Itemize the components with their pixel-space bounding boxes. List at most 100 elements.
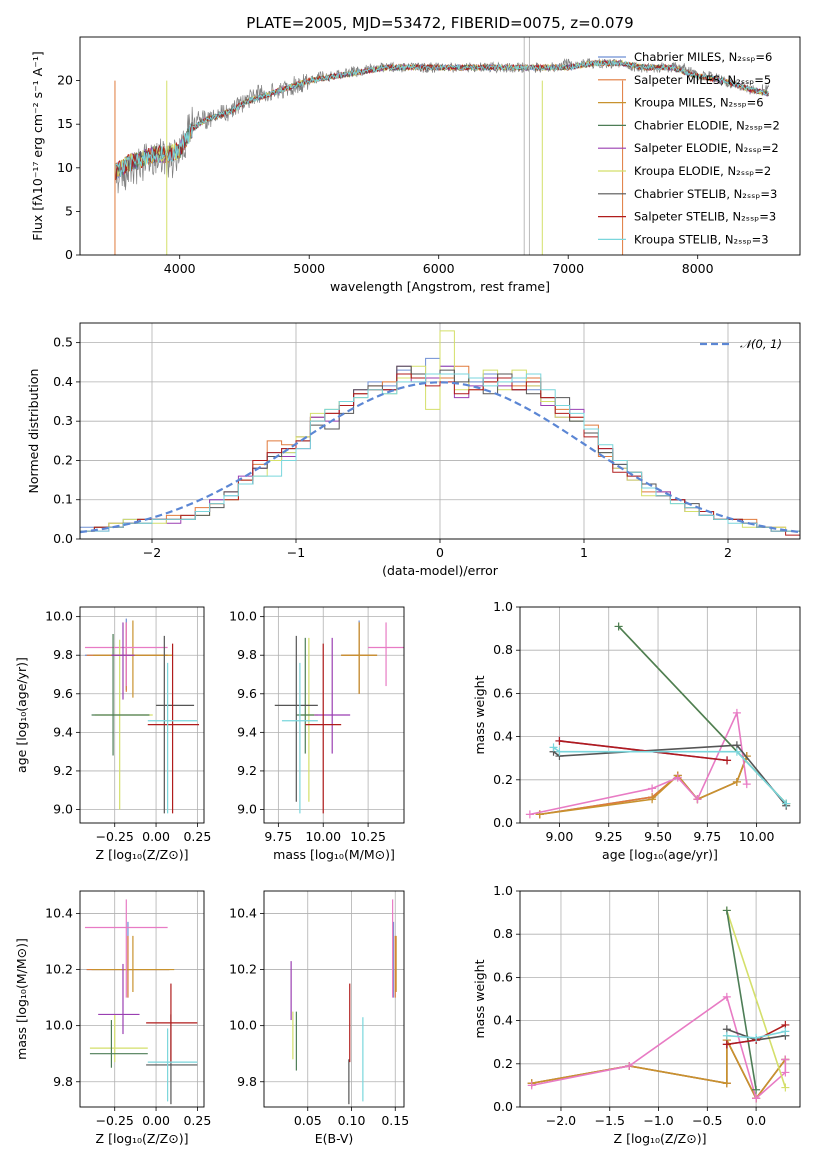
weight-line	[726, 910, 787, 1088]
weight-panel: −2.0 −1.5 −1.0 −0.5 0.0 0.0 0.2 0.4 0.6 0.8 1.0 Z […	[472, 883, 801, 1146]
weight-marker	[525, 810, 534, 819]
y-tick-label: 10.0	[229, 1018, 257, 1033]
errorbar	[86, 622, 168, 692]
x-tick-label: 10.00	[305, 829, 341, 844]
weight-marker	[614, 622, 623, 631]
errorbar	[274, 635, 318, 802]
y-tick-label: 0.0	[493, 815, 513, 830]
y-tick-label: 10.0	[45, 609, 73, 624]
legend-label: Kroupa ELODIE, N₂ₛₛₚ=2	[634, 164, 771, 178]
errorbar	[341, 622, 378, 694]
gaussian-curve	[80, 381, 800, 534]
errorbar	[305, 643, 342, 814]
x-tick-label: 0.00	[142, 829, 170, 844]
errorbar	[147, 643, 200, 814]
y-tick-label: 0.2	[493, 1056, 513, 1071]
y-tick-label: 10.0	[229, 609, 257, 624]
weight-panel: 9.00 9.25 9.50 9.75 10.00 0.0 0.2 0.4 0.6 0.8 1.0 a…	[472, 599, 801, 862]
weight-marker	[722, 1079, 731, 1088]
y-tick-label: 9.8	[237, 647, 257, 662]
y-axis-label: Normed distribution	[26, 369, 41, 494]
weight-marker	[742, 780, 751, 789]
y-tick-label: 10.0	[45, 1018, 73, 1033]
x-tick-label: 10.25	[350, 829, 386, 844]
legend-label: Chabrier MILES, N₂ₛₛₚ=6	[634, 50, 772, 64]
x-axis-label: wavelength [Angstrom, rest frame]	[330, 279, 550, 294]
weight-marker	[722, 906, 731, 915]
errorbar	[111, 622, 135, 700]
y-tick-label: 0.4	[53, 374, 73, 389]
y-tick-label: 0.8	[493, 642, 513, 657]
errorbar-panel: 0.05 0.10 0.15 9.8 10.0 10.2 10.4 E(B-V)	[229, 890, 409, 1146]
legend-label: Kroupa MILES, N₂ₛₛₚ=6	[634, 96, 764, 110]
errorbar-panel: −0.25 0.00 0.25 9.0 9.2 9.4 9.6 9.8 10.0 Z [log₁₀…	[14, 606, 211, 862]
x-tick-label: 5000	[293, 261, 325, 276]
y-tick-label: 9.4	[237, 724, 257, 739]
errorbar	[93, 620, 173, 698]
y-axis-label: mass weight	[472, 675, 487, 754]
histogram-step	[80, 373, 800, 539]
x-tick-label: −1.0	[643, 1113, 673, 1128]
x-tick-label: 0.0	[746, 1113, 766, 1128]
weight-plot-area	[525, 622, 791, 819]
spectrum-plot-area	[114, 37, 769, 255]
x-tick-label: 9.50	[644, 829, 672, 844]
axes-frame	[79, 890, 205, 1108]
y-tick-label: 9.8	[53, 647, 73, 662]
y-tick-label: 20	[57, 73, 73, 88]
x-tick-label: −1	[287, 545, 305, 560]
errorbar-panel: −0.25 0.00 0.25 9.8 10.0 10.2 10.4 Z [log₁₀(Z/Z…	[14, 890, 211, 1146]
y-tick-label: 9.8	[53, 1074, 73, 1089]
y-tick-label: 1.0	[493, 883, 513, 898]
chart-title: PLATE=2005, MJD=53472, FIBERID=0075, z=0…	[246, 14, 633, 32]
x-tick-label: 0.15	[381, 1113, 409, 1128]
x-tick-label: 0.05	[294, 1113, 322, 1128]
y-tick-label: 15	[57, 116, 73, 131]
errorbar	[281, 662, 318, 814]
x-tick-label: 9.75	[693, 829, 721, 844]
legend-label: Salpeter STELIB, N₂ₛₛₚ=3	[634, 210, 776, 224]
y-tick-label: 9.8	[237, 1074, 257, 1089]
weight-marker	[742, 752, 751, 761]
legend-label: Chabrier ELODIE, N₂ₛₛₚ=2	[634, 118, 780, 132]
x-axis-label: (data-model)/error	[382, 563, 499, 578]
errorbar	[147, 662, 198, 814]
weight-marker	[625, 1061, 634, 1070]
y-tick-label: 0.5	[53, 335, 73, 350]
errorbar	[146, 983, 198, 1063]
weight-marker	[555, 747, 564, 756]
legend-label: Salpeter ELODIE, N₂ₛₛₚ=2	[634, 141, 779, 155]
errorbar	[84, 622, 168, 687]
errorbar	[299, 637, 318, 802]
y-tick-label: 0.2	[493, 772, 513, 787]
errorbar	[89, 1014, 148, 1063]
y-tick-label: 0.8	[493, 926, 513, 941]
weight-marker	[722, 1040, 731, 1049]
axes-frame	[263, 606, 405, 824]
y-tick-label: 0.1	[53, 492, 73, 507]
x-tick-label: 6000	[423, 261, 455, 276]
axes-frame	[79, 606, 205, 824]
weight-marker	[648, 795, 657, 804]
y-tick-label: 9.2	[53, 763, 73, 778]
y-tick-label: 0.0	[53, 531, 73, 546]
y-tick-label: 0	[65, 247, 73, 262]
y-axis-label: mass [log₁₀(M/M⊙)]	[14, 938, 29, 1060]
weight-line	[553, 746, 787, 805]
weight-marker	[732, 777, 741, 786]
errorbar-plot-area	[290, 899, 397, 1105]
axes-frame	[519, 890, 801, 1108]
weight-marker	[693, 795, 702, 804]
weight-line	[559, 740, 728, 762]
x-tick-label: −0.25	[96, 1113, 134, 1128]
errorbar-panel: 9.75 10.00 10.25 9.0 9.2 9.4 9.6 9.8 10.0 mass [l…	[229, 606, 405, 862]
y-tick-label: 10.2	[229, 962, 257, 977]
y-tick-label: 9.6	[237, 686, 257, 701]
weight-marker	[732, 708, 741, 717]
weight-marker	[722, 1031, 731, 1040]
legend-label: Kroupa STELIB, N₂ₛₛₚ=3	[634, 232, 769, 246]
x-tick-label: −2.0	[546, 1113, 576, 1128]
x-tick-label: −2	[143, 545, 161, 560]
y-tick-label: 10.4	[229, 905, 257, 920]
y-tick-label: 10.2	[45, 962, 73, 977]
